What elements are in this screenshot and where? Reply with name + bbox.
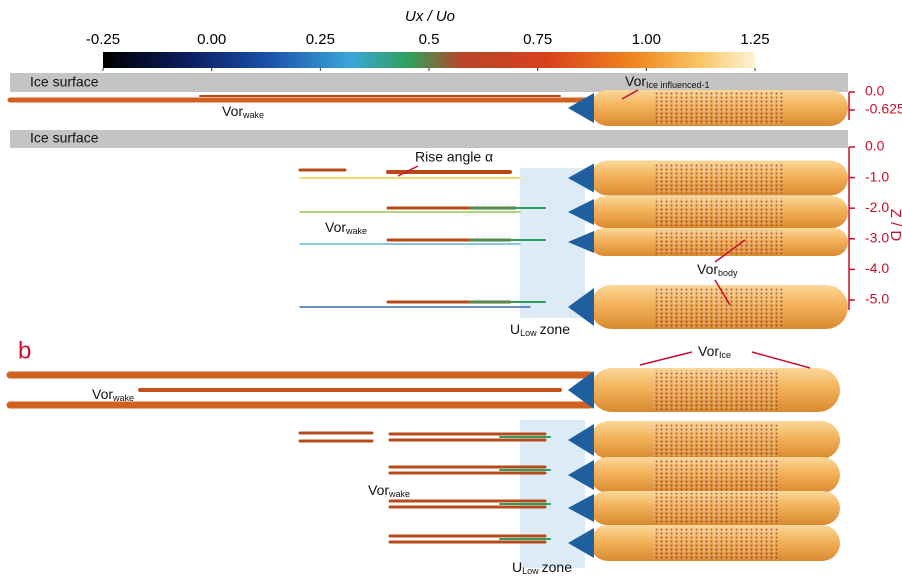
vortex-texture (655, 198, 784, 226)
vortex-texture (655, 230, 784, 254)
annotation-main: U (512, 559, 522, 575)
annotation-sub: body (718, 268, 738, 278)
colorbar-tick-label: -0.25 (86, 31, 120, 48)
figure: Ux / Uo -0.250.000.250.50.751.001.25 a I… (0, 0, 902, 579)
vortex-texture (655, 163, 784, 194)
annotation-sub: Ice influenced-1 (646, 80, 710, 90)
annotation-main: Vor (698, 343, 719, 359)
ice-surface (10, 73, 848, 92)
colorbar-tick-label: 0.5 (419, 31, 440, 48)
annotation-sub: Low (522, 566, 539, 576)
annotation: VorIce (698, 343, 731, 361)
surface-label: Ice surface (30, 130, 99, 146)
vortex-texture (655, 92, 784, 124)
annotation: Vorwake (325, 219, 367, 237)
colorbar (103, 52, 755, 68)
annotation-main: Vor (625, 73, 646, 89)
annotation-main: U (510, 321, 520, 337)
colorbar-tick-label: 1.25 (740, 31, 769, 48)
depth-axes: 0.0 -0.625 0.0 -1.0 -2.0 -3.0 -4.0 -5.0 Z / D (849, 83, 902, 310)
axis-tick-label: -3.0 (865, 230, 889, 246)
annotation-suffix: zone (540, 321, 571, 337)
axis-tick-label: 0.0 (865, 138, 885, 154)
ice-surface (10, 130, 848, 148)
annotation: Vorbody (697, 261, 738, 279)
axis-tick-label: -0.625 (865, 101, 902, 117)
annotation-main: Vor (368, 482, 389, 498)
annotation-main: Vor (92, 386, 113, 402)
vortex-texture (653, 459, 778, 491)
annotation-sub: wake (112, 393, 134, 403)
annotation: Rise angle α (415, 149, 493, 165)
annotation-suffix: zone (542, 559, 573, 575)
annotation-sub: Low (520, 328, 537, 338)
annotation-main: Vor (222, 103, 243, 119)
colorbar-tick-label: 0.25 (306, 31, 335, 48)
surface-label: Ice surface (30, 74, 99, 90)
axis-tick-label: 0.0 (865, 83, 885, 99)
vortex-texture (655, 287, 784, 327)
annotation-main: Vor (325, 219, 346, 235)
axis-tick-label: -2.0 (865, 199, 889, 215)
colorbar-tick-label: 0.00 (197, 31, 226, 48)
axis-tick-label: -1.0 (865, 168, 889, 184)
colorbar-title: Ux / Uo (405, 8, 455, 25)
colorbar-tick-label: 1.00 (632, 31, 661, 48)
annotation: Vorwake (92, 386, 134, 404)
vortex-texture (653, 527, 778, 559)
vortex-texture (653, 423, 778, 457)
annotation-sub: wake (242, 110, 264, 120)
annotation-main: Vor (697, 261, 718, 277)
annotation: Vorwake (222, 103, 264, 121)
annotation-sub: wake (388, 489, 410, 499)
axis-tick-label: -4.0 (865, 260, 889, 276)
annotation: Vorwake (368, 482, 410, 500)
vortex-texture (653, 493, 778, 523)
axis-title: Z / D (887, 209, 902, 242)
arrow (640, 352, 692, 365)
colorbar-tick-label: 0.75 (523, 31, 552, 48)
annotation-sub: Ice (719, 350, 731, 360)
vortex-texture (653, 370, 778, 410)
arrow (752, 352, 810, 368)
panel-label: b (18, 337, 31, 364)
axis-tick-label: -5.0 (865, 291, 889, 307)
annotation-sub: wake (345, 226, 367, 236)
